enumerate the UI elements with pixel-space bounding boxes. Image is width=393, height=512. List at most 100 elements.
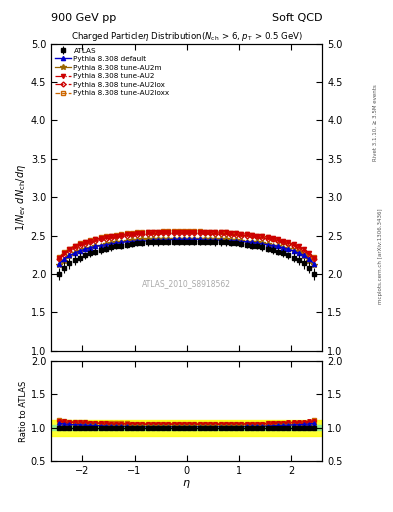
Pythia 8.308 tune-AU2 — [213, 228, 218, 234]
Pythia 8.308 tune-AU2 — [77, 241, 82, 247]
Pythia 8.308 tune-AU2 — [103, 234, 108, 240]
Pythia 8.308 tune-AU2lox — [140, 231, 145, 237]
Pythia 8.308 tune-AU2 — [135, 230, 140, 237]
Pythia 8.308 tune-AU2lox — [234, 231, 239, 238]
Pythia 8.308 tune-AU2loxx — [270, 236, 275, 242]
Pythia 8.308 tune-AU2loxx — [161, 228, 165, 234]
Pythia 8.308 tune-AU2 — [182, 228, 186, 234]
Pythia 8.308 tune-AU2loxx — [239, 231, 244, 237]
Pythia 8.308 tune-AU2lox — [260, 234, 264, 241]
Pythia 8.308 default — [93, 243, 98, 249]
Pythia 8.308 tune-AU2m — [244, 239, 249, 245]
Pythia 8.308 tune-AU2 — [192, 228, 197, 234]
Pythia 8.308 tune-AU2 — [275, 236, 280, 242]
Pythia 8.308 tune-AU2loxx — [130, 230, 134, 237]
Pythia 8.308 tune-AU2loxx — [307, 254, 312, 260]
Pythia 8.308 tune-AU2m — [218, 236, 223, 242]
Pythia 8.308 tune-AU2lox — [62, 251, 66, 258]
Pythia 8.308 tune-AU2m — [302, 253, 307, 259]
Pythia 8.308 tune-AU2 — [229, 230, 233, 237]
Pythia 8.308 tune-AU2 — [140, 230, 145, 237]
Pythia 8.308 tune-AU2 — [124, 231, 129, 237]
Pythia 8.308 default — [156, 237, 160, 243]
Pythia 8.308 tune-AU2lox — [213, 231, 218, 237]
Pythia 8.308 tune-AU2lox — [109, 234, 114, 241]
Pythia 8.308 tune-AU2lox — [218, 231, 223, 237]
Pythia 8.308 tune-AU2loxx — [98, 234, 103, 240]
Pythia 8.308 tune-AU2loxx — [187, 228, 192, 234]
Pythia 8.308 tune-AU2loxx — [260, 233, 264, 239]
Pythia 8.308 tune-AU2lox — [171, 230, 176, 237]
Pythia 8.308 tune-AU2loxx — [62, 249, 66, 255]
Pythia 8.308 default — [265, 242, 270, 248]
Pythia 8.308 default — [234, 238, 239, 244]
Pythia 8.308 default — [208, 237, 213, 243]
Pythia 8.308 tune-AU2 — [255, 232, 259, 239]
Pythia 8.308 tune-AU2m — [156, 236, 160, 242]
Pythia 8.308 tune-AU2m — [296, 250, 301, 256]
Pythia 8.308 tune-AU2 — [197, 228, 202, 234]
Pythia 8.308 default — [67, 252, 72, 259]
Pythia 8.308 tune-AU2loxx — [176, 228, 181, 234]
Pythia 8.308 default — [135, 238, 140, 244]
Pythia 8.308 tune-AU2m — [67, 253, 72, 259]
Pythia 8.308 tune-AU2 — [171, 228, 176, 234]
Pythia 8.308 tune-AU2lox — [182, 230, 186, 237]
Pythia 8.308 tune-AU2m — [197, 236, 202, 242]
Pythia 8.308 tune-AU2m — [255, 239, 259, 245]
Pythia 8.308 default — [166, 237, 171, 243]
Pythia 8.308 tune-AU2loxx — [218, 229, 223, 236]
Pythia 8.308 tune-AU2loxx — [77, 240, 82, 246]
Pythia 8.308 default — [286, 246, 291, 252]
Pythia 8.308 tune-AU2loxx — [72, 242, 77, 248]
Pythia 8.308 tune-AU2loxx — [57, 254, 61, 260]
Pythia 8.308 tune-AU2loxx — [255, 232, 259, 239]
Pythia 8.308 default — [239, 239, 244, 245]
Pythia 8.308 tune-AU2lox — [265, 236, 270, 242]
Pythia 8.308 tune-AU2 — [114, 232, 119, 239]
Pythia 8.308 default — [187, 236, 192, 242]
Bar — [51, 419, 322, 436]
Pythia 8.308 tune-AU2m — [286, 246, 291, 252]
Pythia 8.308 default — [62, 256, 66, 262]
Pythia 8.308 tune-AU2 — [307, 250, 312, 256]
Pythia 8.308 default — [130, 239, 134, 245]
Pythia 8.308 tune-AU2 — [83, 239, 87, 245]
Pythia 8.308 tune-AU2loxx — [119, 231, 124, 237]
Pythia 8.308 tune-AU2 — [98, 234, 103, 241]
Pythia 8.308 default — [72, 250, 77, 256]
Pythia 8.308 default — [140, 238, 145, 244]
Text: Rivet 3.1.10, ≥ 3.5M events: Rivet 3.1.10, ≥ 3.5M events — [373, 84, 378, 161]
Pythia 8.308 tune-AU2m — [202, 236, 207, 242]
Pythia 8.308 tune-AU2loxx — [229, 230, 233, 237]
Pythia 8.308 tune-AU2loxx — [171, 228, 176, 234]
Pythia 8.308 tune-AU2 — [234, 230, 239, 237]
Text: mcplots.cern.ch [arXiv:1306.3436]: mcplots.cern.ch [arXiv:1306.3436] — [378, 208, 383, 304]
Pythia 8.308 tune-AU2 — [302, 246, 307, 252]
Pythia 8.308 default — [57, 261, 61, 267]
Pythia 8.308 tune-AU2loxx — [182, 228, 186, 234]
Pythia 8.308 tune-AU2m — [140, 236, 145, 242]
Pythia 8.308 default — [224, 238, 228, 244]
Pythia 8.308 tune-AU2m — [234, 237, 239, 243]
Pythia 8.308 tune-AU2loxx — [291, 242, 296, 248]
Pythia 8.308 tune-AU2 — [281, 238, 285, 244]
Pythia 8.308 tune-AU2m — [103, 241, 108, 247]
Pythia 8.308 tune-AU2lox — [161, 230, 165, 237]
Pythia 8.308 default — [229, 238, 233, 244]
Pythia 8.308 default — [151, 237, 155, 243]
Pythia 8.308 tune-AU2lox — [145, 231, 150, 237]
Pythia 8.308 tune-AU2lox — [208, 230, 213, 237]
Pythia 8.308 default — [213, 237, 218, 243]
Pythia 8.308 tune-AU2lox — [239, 232, 244, 239]
Pythia 8.308 tune-AU2m — [77, 248, 82, 254]
Pythia 8.308 tune-AU2lox — [130, 231, 134, 238]
Pythia 8.308 tune-AU2 — [239, 231, 244, 237]
Pythia 8.308 default — [171, 236, 176, 242]
Pythia 8.308 tune-AU2loxx — [109, 232, 114, 239]
Pythia 8.308 tune-AU2loxx — [281, 239, 285, 245]
Pythia 8.308 tune-AU2 — [151, 229, 155, 236]
Pythia 8.308 tune-AU2m — [171, 236, 176, 242]
Pythia 8.308 default — [77, 248, 82, 254]
Pythia 8.308 tune-AU2loxx — [135, 229, 140, 236]
